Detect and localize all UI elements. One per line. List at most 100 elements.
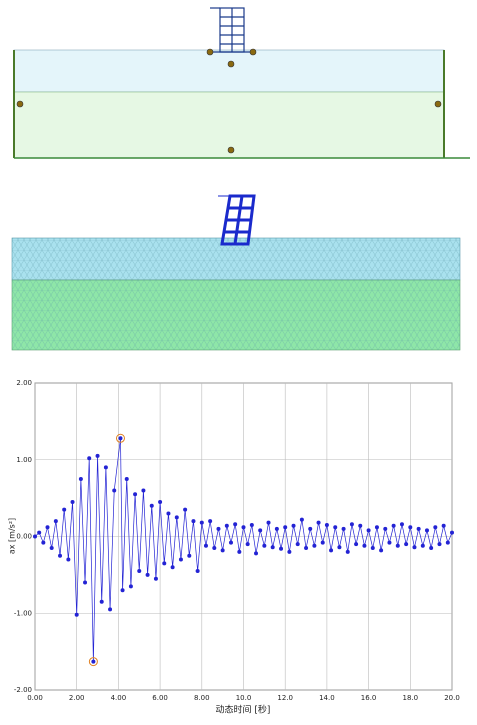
structure-frame <box>208 7 256 53</box>
data-point <box>391 523 396 528</box>
data-point <box>295 542 300 547</box>
peak-marker <box>115 433 125 443</box>
data-point <box>262 543 267 548</box>
data-point <box>128 584 133 589</box>
data-point <box>433 525 438 530</box>
y-axis-label: ax [m/s²] <box>8 518 17 554</box>
x-tick-label: 0.00 <box>27 694 43 702</box>
y-tick-label: -1.00 <box>14 609 32 617</box>
data-point <box>424 528 429 533</box>
data-point <box>349 522 354 527</box>
data-point <box>37 530 42 535</box>
data-point <box>137 569 142 574</box>
data-point <box>224 523 229 528</box>
data-point <box>158 499 163 504</box>
data-point <box>170 565 175 570</box>
data-point <box>228 540 233 545</box>
data-point <box>124 476 129 481</box>
data-point <box>283 525 288 530</box>
data-point <box>316 520 321 525</box>
data-point <box>337 545 342 550</box>
data-point <box>249 522 254 527</box>
data-point <box>320 540 325 545</box>
data-point <box>112 488 117 493</box>
node-markers <box>16 48 442 154</box>
data-point <box>58 553 63 558</box>
data-point <box>41 540 46 545</box>
data-point <box>187 553 192 558</box>
x-tick-label: 12.0 <box>277 694 293 702</box>
data-point <box>162 561 167 566</box>
data-point <box>441 523 446 528</box>
soil-layer-top <box>13 49 445 93</box>
peak-marker <box>88 657 98 667</box>
data-point <box>49 546 54 551</box>
data-point <box>245 542 250 547</box>
data-point <box>370 546 375 551</box>
data-point <box>383 526 388 531</box>
mesh-view <box>11 194 461 351</box>
data-point <box>399 522 404 527</box>
data-point <box>258 528 263 533</box>
data-point <box>345 549 350 554</box>
data-point <box>166 511 171 516</box>
data-point <box>362 543 367 548</box>
data-point <box>395 543 400 548</box>
y-tick-label: 2.00 <box>16 379 32 387</box>
data-point <box>83 580 88 585</box>
y-tick-label: 0.00 <box>16 533 32 541</box>
data-point <box>108 607 113 612</box>
data-point <box>103 465 108 470</box>
data-point <box>254 551 259 556</box>
data-point <box>199 520 204 525</box>
data-point <box>312 543 317 548</box>
data-point <box>445 540 450 545</box>
data-point <box>274 526 279 531</box>
data-point <box>33 534 37 539</box>
data-point <box>308 526 313 531</box>
data-point <box>118 436 123 441</box>
data-point <box>279 546 284 551</box>
data-point <box>212 546 217 551</box>
data-point <box>141 488 146 493</box>
data-point <box>120 588 125 593</box>
data-point <box>195 569 200 574</box>
data-point <box>420 543 425 548</box>
x-tick-label: 20.0 <box>444 694 460 702</box>
data-point <box>304 546 309 551</box>
x-tick-label: 10.0 <box>236 694 252 702</box>
data-point <box>237 549 242 554</box>
data-point <box>133 492 138 497</box>
data-point <box>99 599 104 604</box>
data-point <box>66 557 71 562</box>
data-point <box>153 576 158 581</box>
soil-layer-bottom <box>13 91 445 159</box>
deformed-structure <box>218 194 256 246</box>
data-point <box>379 548 384 553</box>
data-point <box>45 525 50 530</box>
data-point <box>358 523 363 528</box>
data-point <box>149 503 154 508</box>
data-point <box>53 519 58 524</box>
data-point <box>74 612 79 617</box>
data-point <box>203 543 208 548</box>
x-tick-label: 8.00 <box>194 694 210 702</box>
data-point <box>270 545 275 550</box>
mesh-grid <box>12 280 460 350</box>
data-point <box>412 545 417 550</box>
data-point <box>287 549 292 554</box>
data-point <box>387 540 392 545</box>
x-axis-label: 动态时间 [秒] <box>216 704 271 716</box>
data-point <box>416 526 421 531</box>
data-point <box>95 453 100 458</box>
x-tick-label: 4.00 <box>111 694 127 702</box>
data-point <box>70 499 75 504</box>
data-point <box>333 525 338 530</box>
data-point <box>437 542 442 547</box>
y-tick-label: 1.00 <box>16 456 32 464</box>
data-point <box>91 659 96 664</box>
model-view <box>13 7 470 159</box>
data-point <box>341 526 346 531</box>
data-point <box>374 525 379 530</box>
